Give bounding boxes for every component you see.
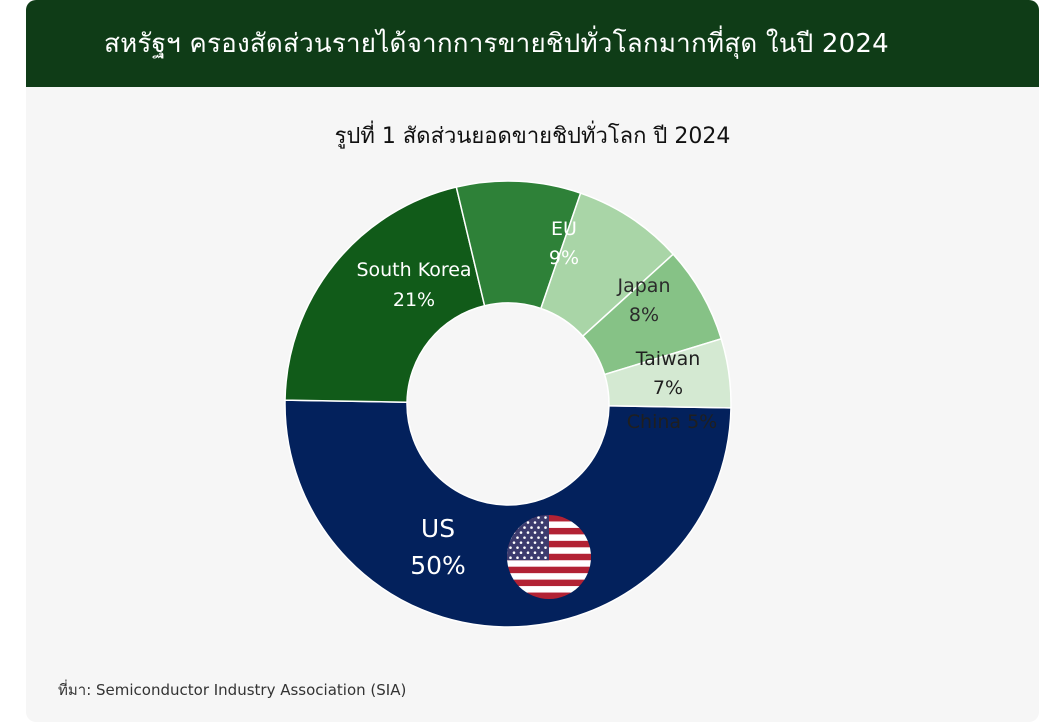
source-note: ที่มา: Semiconductor Industry Associatio…: [58, 681, 407, 699]
slice-label-eu-name: EU: [551, 218, 577, 240]
header-banner: สหรัฐฯ ครองสัดส่วนรายได้จากการขายชิปทั่ว…: [26, 0, 1039, 87]
page-title: สหรัฐฯ ครองสัดส่วนรายได้จากการขายชิปทั่ว…: [104, 29, 889, 59]
slice-label-eu-value: 9%: [549, 247, 579, 269]
slice-label-us-value: 50%: [410, 551, 466, 580]
slice-label-south-korea-value: 21%: [393, 289, 435, 311]
slice-label-japan-value: 8%: [629, 304, 659, 326]
us-flag-icon: [507, 515, 591, 599]
slice-china: [603, 337, 732, 409]
slice-label-taiwan-name: Taiwan: [635, 348, 701, 370]
slice-label-south-korea-name: South Korea: [356, 259, 471, 281]
chart-title: รูปที่ 1 สัดส่วนยอดขายชิปทั่วโลก ปี 2024: [334, 124, 731, 149]
slice-label-us-name: US: [421, 514, 455, 543]
slice-us: [284, 399, 732, 628]
slice-label-china: China 5%: [627, 411, 717, 433]
slice-south-korea: [284, 186, 486, 403]
slice-label-taiwan-value: 7%: [653, 377, 683, 399]
slice-label-japan-name: Japan: [617, 275, 671, 297]
